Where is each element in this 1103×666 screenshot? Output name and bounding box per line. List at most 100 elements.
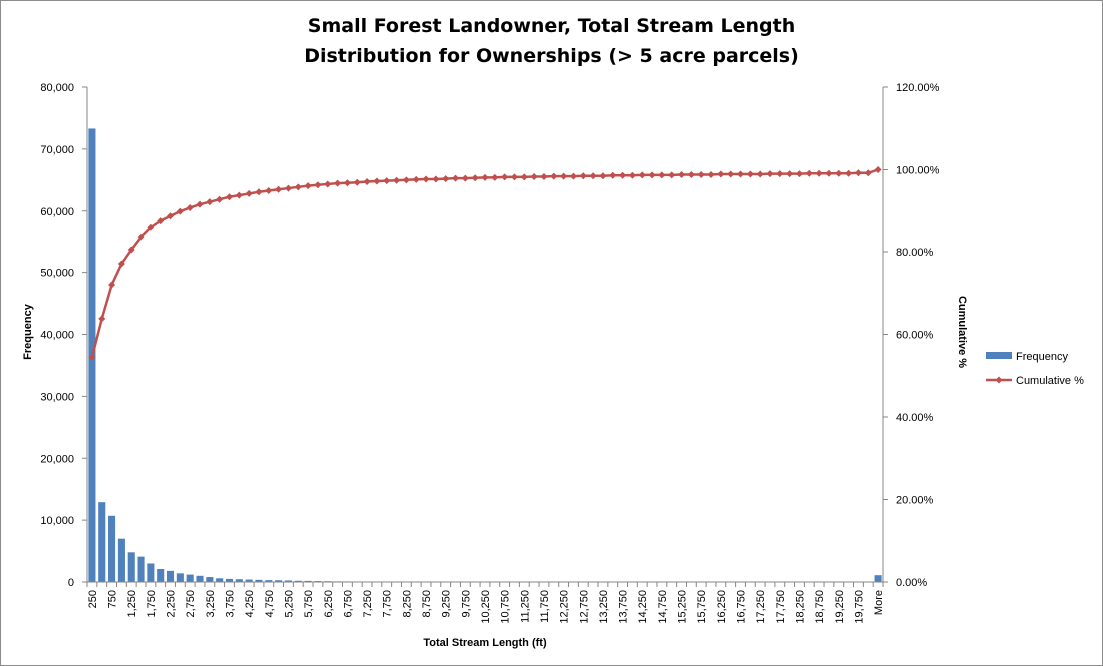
x-tick-label: 14,250	[637, 590, 649, 624]
x-tick-label: 7,750	[382, 590, 394, 618]
x-tick-label: 18,750	[814, 590, 826, 624]
y-tick-label: 10,000	[40, 515, 74, 527]
x-tick-label: 8,250	[401, 590, 413, 618]
cumulative-point	[550, 172, 558, 180]
y2-tick-label: 20.00%	[896, 495, 934, 507]
cumulative-point	[864, 169, 872, 177]
cumulative-point	[137, 233, 145, 241]
x-tick-label: 16,750	[736, 590, 748, 624]
y-tick-label: 80,000	[40, 82, 74, 94]
cumulative-point	[363, 177, 371, 185]
cumulative-point	[373, 177, 381, 185]
frequency-bar	[225, 578, 234, 582]
y-tick-label: 50,000	[40, 268, 74, 280]
y2-tick-label: 120.00%	[896, 82, 940, 94]
cumulative-point	[176, 207, 184, 215]
x-tick-label: 10,750	[500, 590, 512, 624]
x-axis-label: Total Stream Length (ft)	[423, 637, 547, 649]
cumulative-point	[648, 171, 656, 179]
cumulative-point	[255, 188, 263, 196]
cumulative-point	[471, 174, 479, 182]
frequency-bar	[98, 502, 106, 582]
x-tick-label: 3,250	[205, 590, 217, 618]
x-tick-label: 11,250	[519, 590, 531, 623]
frequency-bar	[196, 575, 204, 582]
cumulative-point	[117, 260, 125, 268]
cumulative-point	[569, 172, 577, 180]
chart-title-line-1: Small Forest Landowner, Total Stream Len…	[307, 15, 796, 37]
frequency-bar	[265, 580, 273, 582]
x-tick-label: 12,750	[578, 590, 590, 624]
cumulative-point	[540, 173, 548, 181]
x-tick-label: 11,750	[539, 590, 551, 623]
cumulative-point	[314, 181, 322, 189]
frequency-bar	[108, 515, 116, 582]
cumulative-point	[805, 169, 813, 177]
cumulative-point	[609, 171, 617, 179]
frequency-bar	[117, 538, 125, 582]
cumulative-point	[766, 170, 774, 178]
y-tick-label: 60,000	[40, 206, 74, 218]
x-tick-label: 10,250	[480, 590, 492, 624]
x-tick-label: 15,750	[696, 590, 708, 624]
legend-marker-cumulative	[995, 376, 1003, 384]
frequency-bar	[157, 569, 165, 582]
cumulative-point	[560, 172, 568, 180]
cumulative-point	[638, 171, 646, 179]
frequency-bar	[176, 573, 184, 582]
frequency-bar	[147, 563, 155, 582]
cumulative-point	[167, 212, 175, 220]
frequency-bar	[137, 556, 145, 582]
frequency-bar	[343, 581, 351, 582]
legend-swatch-frequency	[986, 352, 1012, 359]
frequency-bar	[324, 581, 332, 582]
cumulative-point	[697, 170, 705, 178]
y-tick-label: 30,000	[40, 391, 74, 403]
cumulative-point	[628, 171, 636, 179]
chart-title-line-2: Distribution for Ownerships (> 5 acre pa…	[304, 45, 799, 67]
x-tick-label: 16,250	[716, 590, 728, 624]
frequency-bar	[294, 580, 302, 582]
cumulative-point	[275, 185, 283, 193]
frequency-bar	[235, 579, 243, 582]
cumulative-point	[461, 174, 469, 182]
x-tick-label: 6,750	[342, 590, 354, 618]
cumulative-point	[108, 281, 116, 289]
y-axis-label: Frequency	[22, 303, 34, 360]
frequency-bar	[874, 575, 882, 582]
cumulative-point	[825, 169, 833, 177]
frequency-bar	[334, 581, 342, 582]
cumulative-point	[589, 172, 597, 180]
cumulative-point	[235, 191, 243, 199]
frequency-bar	[304, 580, 312, 582]
cumulative-point	[501, 173, 509, 181]
y2-tick-label: 100.00%	[896, 165, 940, 177]
cumulative-point	[530, 173, 538, 181]
y2-axis-label: Cumulative %	[956, 296, 968, 368]
cumulative-point	[383, 177, 391, 185]
x-tick-label: 19,250	[834, 590, 846, 624]
legend: Frequency Cumulative %	[986, 351, 1084, 387]
x-tick-label: 6,250	[323, 590, 335, 618]
x-tick-label: 2,750	[185, 590, 197, 618]
x-tick-label: 750	[107, 590, 119, 608]
frequency-bar	[127, 552, 135, 582]
cumulative-point	[265, 187, 273, 195]
cumulative-point	[334, 179, 342, 187]
cumulative-point	[412, 175, 420, 183]
cumulative-point	[402, 176, 410, 184]
x-tick-label: 14,750	[657, 590, 669, 624]
x-tick-label: 5,750	[303, 590, 315, 618]
cumulative-point	[324, 180, 332, 188]
cumulative-point	[776, 170, 784, 178]
cumulative-point	[619, 171, 627, 179]
y2-tick-label: 0.00%	[896, 577, 927, 589]
frequency-bar	[255, 579, 263, 582]
x-tick-label: 8,750	[421, 590, 433, 618]
frequency-bar	[245, 579, 253, 582]
cumulative-point	[442, 175, 450, 183]
cumulative-point	[835, 169, 843, 177]
x-tick-label: 17,750	[775, 590, 787, 624]
cumulative-point	[874, 166, 882, 173]
cumulative-line	[90, 168, 879, 358]
